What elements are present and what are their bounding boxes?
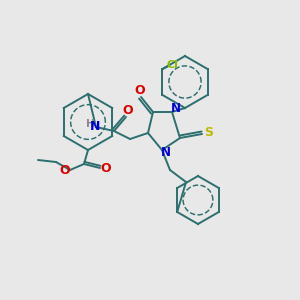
Text: O: O (60, 164, 70, 178)
Text: O: O (123, 104, 133, 118)
Text: O: O (135, 83, 145, 97)
Text: N: N (161, 146, 171, 160)
Text: H: H (85, 119, 94, 129)
Text: S: S (205, 127, 214, 140)
Text: N: N (171, 103, 181, 116)
Text: Cl: Cl (167, 60, 178, 70)
Text: N: N (90, 121, 100, 134)
Text: O: O (101, 163, 111, 176)
